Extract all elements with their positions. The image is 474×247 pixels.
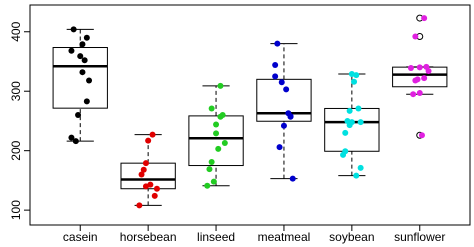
point [410,91,417,98]
point [221,139,228,146]
point [217,113,224,120]
point [83,98,90,105]
point [145,137,152,144]
point [412,77,419,84]
point [357,119,364,126]
point [86,77,93,84]
point [421,15,428,22]
point [272,73,279,80]
box [256,78,312,122]
point [418,132,425,139]
point [149,131,156,138]
y-tick-label: 300 [9,81,23,101]
point [151,192,158,199]
point [208,105,215,112]
point [289,175,296,182]
x-tick-label: linseed [197,230,235,244]
point [346,107,353,114]
point [79,41,86,48]
point [213,130,220,137]
point [416,90,423,96]
x-tick-label: meatmeal [258,230,311,244]
point [68,134,75,141]
point [416,64,423,71]
point [153,185,160,192]
point [208,158,215,165]
point [142,183,149,190]
y-tick-label: 200 [9,140,23,160]
x-tick-label: sunflower [394,230,445,244]
x-tick-label: casein [63,230,98,244]
point [136,202,143,209]
point [283,86,290,93]
point [68,47,75,54]
point [407,65,414,72]
point [274,40,281,47]
point [79,69,86,76]
point [217,82,224,89]
point [276,144,283,151]
point [138,171,145,178]
point [210,178,217,185]
point [140,166,147,173]
y-tick-label: 100 [9,200,23,220]
point [280,122,287,129]
point [412,33,419,40]
point [81,57,88,64]
point [75,112,82,118]
point [206,166,213,173]
point [342,148,349,155]
y-tick-label: 400 [9,21,23,41]
point [142,160,149,167]
x-tick-label: horsebean [120,230,177,244]
point [357,164,364,171]
point [353,172,360,179]
box [324,107,380,152]
point [278,79,285,86]
point [72,138,79,145]
point [213,121,220,128]
point [77,53,84,60]
point [421,75,428,82]
point [348,119,355,126]
point [287,113,294,120]
point [425,68,432,74]
x-tick-label: soybean [329,230,374,244]
point [204,182,211,189]
point [70,26,77,33]
point [351,78,358,85]
point [83,34,90,41]
point [272,62,279,69]
point [342,129,349,136]
point [355,105,362,112]
point [348,70,355,77]
plot-frame [29,4,471,226]
point [215,145,222,152]
